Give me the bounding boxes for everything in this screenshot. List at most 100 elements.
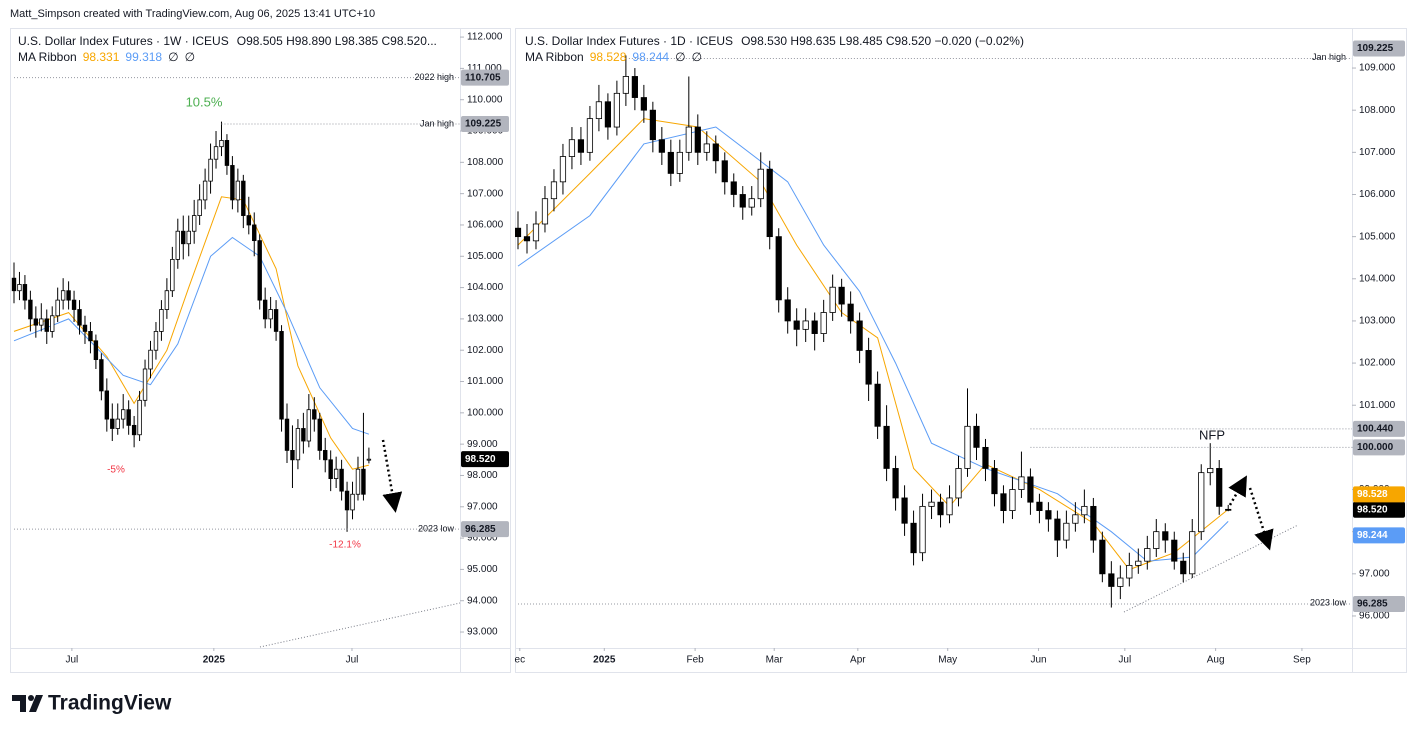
y-tick-label: 101.000 — [1359, 400, 1396, 411]
x-tick-label: Jul — [65, 655, 78, 666]
candle-body — [366, 458, 372, 461]
y-tick-label: 108.000 — [467, 157, 504, 168]
candle-body — [991, 468, 998, 495]
y-tick-label: 105.000 — [467, 251, 504, 262]
price-box — [1353, 501, 1405, 518]
price-box-label: 98.520 — [1357, 504, 1388, 515]
candle-body — [175, 230, 180, 260]
candle-body — [181, 230, 186, 245]
candle-body — [757, 168, 764, 200]
ma-tail: ∅ — [692, 50, 702, 64]
x-tick-label: ec — [515, 655, 526, 666]
candle-body — [1036, 501, 1043, 511]
candle-body — [559, 156, 567, 183]
candle-body — [104, 390, 110, 420]
legend-title: U.S. Dollar Index Futures · 1W · ICEUS O9… — [18, 34, 437, 48]
arrow — [1248, 487, 1274, 551]
candle-body — [361, 468, 366, 495]
candle-body — [28, 299, 33, 320]
candle-body — [550, 181, 558, 200]
candle-body — [946, 497, 953, 516]
ma-value: 98.244 — [632, 50, 669, 64]
candle-body — [568, 139, 576, 157]
ma-label: MA Ribbon — [525, 50, 584, 64]
price-box-label: 100.440 — [1357, 423, 1394, 434]
x-tick-label: Aug — [1207, 655, 1225, 666]
price-box-label: 110.705 — [465, 72, 501, 83]
candle-body — [1153, 531, 1160, 549]
price-box-label: 109.225 — [1357, 43, 1394, 54]
candle-body — [838, 286, 845, 305]
candle-body — [60, 290, 66, 301]
candle-body — [268, 309, 273, 320]
candle-body — [1189, 531, 1196, 575]
y-tick-label: 96.000 — [1359, 611, 1390, 622]
y-tick-label: 103.000 — [467, 314, 504, 325]
candle-body — [1198, 472, 1205, 533]
x-tick-label: Feb — [686, 655, 704, 666]
right-panel — [515, 28, 1407, 673]
candle-body — [66, 290, 71, 301]
arrow — [1228, 475, 1247, 506]
candle-body — [301, 428, 306, 442]
candle-body — [631, 76, 638, 98]
candle-body — [622, 76, 629, 94]
candle-body — [262, 299, 268, 320]
plot-area — [11, 121, 372, 532]
candle-body — [802, 320, 809, 330]
level-text: 2022 high — [414, 72, 454, 82]
candle-body — [186, 230, 191, 245]
x-tick-label: Mar — [766, 655, 784, 666]
x-tick-label: Jul — [346, 655, 359, 666]
ma-tail: ∅ — [168, 50, 178, 64]
ma-line — [517, 118, 1229, 571]
price-box — [461, 451, 509, 468]
candle-body — [148, 349, 153, 370]
candle-body — [694, 126, 701, 153]
candle-body — [1135, 560, 1142, 566]
x-tick-label: 2025 — [593, 655, 616, 666]
annotation: 10.5% — [186, 94, 223, 109]
candle-body — [131, 424, 137, 436]
annotation: NFP — [1199, 427, 1225, 442]
legend-ohlc: O98.505 H98.890 L98.385 C98.520... — [237, 34, 437, 48]
candle-body — [775, 236, 782, 301]
y-tick-label: 110.000 — [467, 94, 503, 105]
y-tick-label: 102.000 — [467, 345, 504, 356]
legend-symbol: U.S. Dollar Index Futures · 1W · ICEUS — [18, 34, 229, 48]
y-tick-label: 106.000 — [1359, 189, 1396, 200]
left-panel — [10, 28, 511, 673]
candle-body — [541, 198, 549, 225]
price-box — [1353, 420, 1405, 437]
price-box-label: 98.244 — [1357, 530, 1388, 541]
candle-body — [1099, 539, 1106, 575]
candle-body — [137, 399, 142, 436]
candle-body — [523, 236, 531, 242]
candle-body — [323, 450, 328, 461]
candle-body — [937, 501, 944, 516]
price-box — [461, 521, 509, 538]
candle-body — [99, 359, 104, 392]
price-box-label: 109.225 — [465, 119, 502, 130]
candle-body — [82, 324, 88, 332]
candle-body — [55, 299, 60, 317]
x-tick-label: May — [938, 655, 957, 666]
candle-body — [355, 468, 361, 495]
candle-body — [17, 284, 22, 292]
candle-body — [892, 468, 899, 499]
candle-body — [1144, 548, 1151, 562]
candle-body — [784, 299, 791, 322]
y-tick-label: 109.000 — [1359, 63, 1396, 74]
arrow — [381, 439, 403, 513]
candle-body — [279, 331, 284, 420]
legend-ma: MA Ribbon 98.528 98.244 ∅ ∅ — [525, 50, 702, 64]
level-text: Jan high — [420, 118, 454, 128]
legend-title: U.S. Dollar Index Futures · 1D · ICEUS O9… — [525, 34, 1024, 48]
candle-body — [333, 468, 339, 479]
y-tick-label: 99.000 — [467, 439, 498, 450]
y-tick-label: 100.000 — [467, 407, 504, 418]
price-box — [1353, 486, 1405, 503]
candle-body — [739, 194, 746, 208]
candle-body — [295, 428, 301, 461]
candle-body — [1108, 573, 1115, 587]
